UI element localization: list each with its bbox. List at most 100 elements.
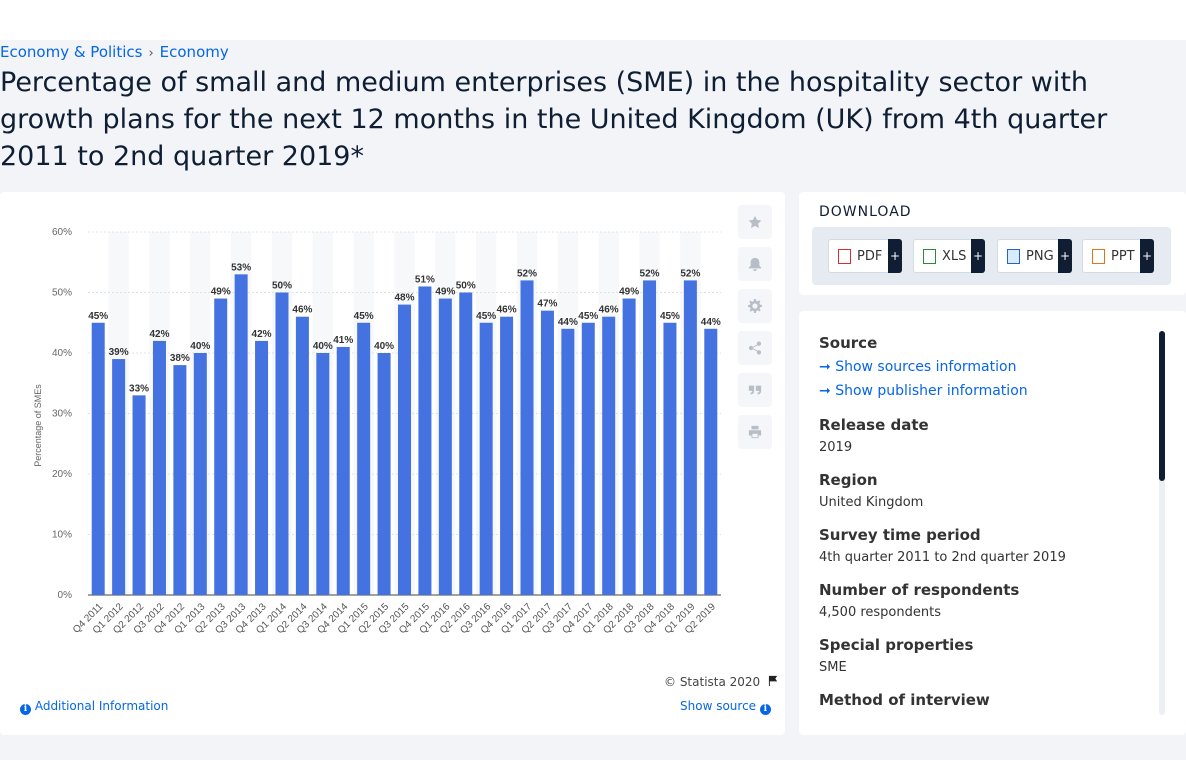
show-sources-label: Show sources information (835, 359, 1017, 375)
notification-button[interactable] (738, 247, 772, 281)
png-label: PNG (1026, 248, 1054, 264)
chart-card: 0% 10% 20% 30% 40% 50% 60% Percentage of SMEs 45… (0, 192, 785, 735)
bar (438, 298, 452, 595)
data-label: 49% (211, 287, 231, 298)
bar (357, 322, 371, 595)
flag-icon[interactable] (768, 675, 779, 686)
data-label: 47% (537, 299, 557, 310)
special-properties-value: SME (819, 660, 847, 675)
info-scroll-area[interactable]: Source ➞ Show sources information ➞ Show… (819, 311, 1159, 715)
bar (602, 316, 616, 595)
data-label: 46% (497, 305, 517, 316)
bar (214, 298, 228, 595)
release-date-label: Release date (819, 416, 929, 434)
pdf-plus-button[interactable]: + (888, 239, 902, 273)
data-label: 49% (619, 287, 639, 298)
bar (663, 322, 677, 595)
y-tick-label: 60% (52, 227, 72, 238)
bar (418, 286, 432, 595)
ppt-label: PPT (1111, 248, 1135, 264)
additional-info-label: Additional Information (34, 699, 169, 713)
additional-information-link[interactable]: i Additional Information (20, 699, 168, 715)
data-label: 42% (149, 329, 169, 340)
settings-button[interactable] (738, 289, 772, 323)
data-label: 40% (374, 341, 394, 352)
favorite-button[interactable] (738, 205, 772, 239)
data-label: 45% (660, 311, 680, 322)
top-bar (0, 0, 1186, 40)
pdf-label: PDF (857, 248, 883, 264)
show-sources-link[interactable]: ➞ Show sources information (819, 359, 1016, 375)
bar (622, 298, 636, 595)
ppt-plus-button[interactable]: + (1140, 239, 1154, 273)
y-tick-label: 20% (52, 469, 72, 480)
download-pdf-button[interactable]: PDF + (828, 239, 902, 273)
bar (275, 292, 289, 595)
y-tick-label: 0% (58, 590, 73, 601)
info-icon: i (759, 704, 771, 715)
bar (540, 310, 554, 595)
data-label: 45% (476, 311, 496, 322)
bar (152, 340, 166, 595)
data-label: 49% (435, 287, 455, 298)
data-label: 50% (456, 281, 476, 292)
xls-plus-button[interactable]: + (971, 239, 985, 273)
statistic-info-card: Source ➞ Show sources information ➞ Show… (799, 311, 1186, 735)
data-label: 40% (190, 341, 210, 352)
quote-icon (748, 385, 762, 395)
data-label: 45% (578, 311, 598, 322)
bar (581, 322, 595, 595)
data-label: 41% (333, 335, 353, 346)
xls-label: XLS (942, 248, 967, 264)
data-label: 51% (415, 274, 435, 285)
data-label: 38% (170, 353, 190, 364)
bar-chart: 0% 10% 20% 30% 40% 50% 60% Percentage of SMEs 45… (33, 227, 721, 636)
bell-icon (748, 257, 762, 271)
show-source-label: Show source (680, 699, 757, 713)
share-button[interactable] (738, 331, 772, 365)
arrow-right-icon: ➞ (819, 383, 831, 399)
chart-copyright: © Statista 2020 (664, 675, 779, 689)
y-tick-label: 10% (52, 530, 72, 541)
y-axis-label: Percentage of SMEs (33, 384, 43, 467)
y-tick-label: 50% (52, 288, 72, 299)
show-publisher-link[interactable]: ➞ Show publisher information (819, 383, 1028, 399)
respondents-label: Number of respondents (819, 581, 1020, 599)
bar (683, 280, 697, 595)
download-bar: PDF + XLS + PNG + PPT + (812, 227, 1171, 285)
chart-tools (738, 205, 772, 457)
source-label: Source (819, 334, 878, 352)
bar (704, 328, 718, 595)
survey-period-value: 4th quarter 2011 to 2nd quarter 2019 (819, 550, 1066, 565)
data-label: 46% (599, 305, 619, 316)
scrollbar-track[interactable] (1159, 331, 1165, 715)
download-xls-button[interactable]: XLS + (913, 239, 985, 273)
special-properties-label: Special properties (819, 636, 974, 654)
info-icon: i (20, 704, 31, 715)
bar (316, 353, 330, 595)
y-tick-label: 40% (52, 348, 72, 359)
cite-button[interactable] (738, 373, 772, 407)
bar (377, 353, 391, 595)
show-source-link[interactable]: Show source i (680, 699, 771, 715)
download-ppt-button[interactable]: PPT + (1082, 239, 1154, 273)
bar (561, 328, 575, 595)
data-label: 48% (394, 293, 414, 304)
bar (500, 316, 514, 595)
print-button[interactable] (738, 415, 772, 449)
scrollbar-thumb[interactable] (1159, 331, 1165, 481)
breadcrumb-economy[interactable]: Economy (159, 43, 229, 61)
y-tick-label: 30% (52, 409, 72, 420)
data-label: 42% (252, 329, 272, 340)
png-plus-button[interactable]: + (1058, 239, 1072, 273)
bar (336, 346, 350, 595)
breadcrumb-economy-politics[interactable]: Economy & Politics (0, 43, 143, 61)
data-label: 50% (272, 281, 292, 292)
download-png-button[interactable]: PNG + (997, 239, 1072, 273)
data-label: 52% (680, 268, 700, 279)
pdf-file-icon (838, 248, 851, 264)
bar (295, 316, 309, 595)
data-label: 44% (558, 317, 578, 328)
bar (234, 274, 248, 595)
copyright-text: © Statista 2020 (664, 675, 761, 689)
